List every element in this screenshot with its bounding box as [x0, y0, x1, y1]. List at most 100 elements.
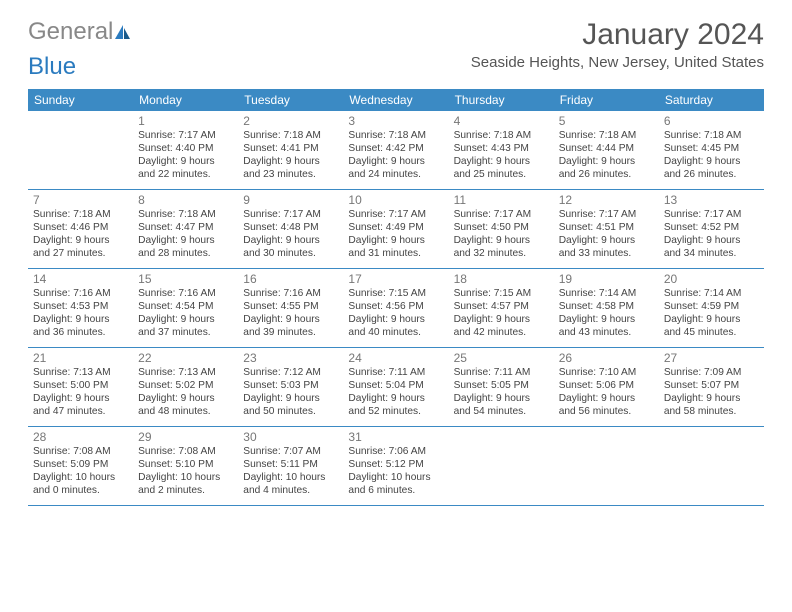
- day-info: Sunrise: 7:07 AMSunset: 5:11 PMDaylight:…: [243, 445, 338, 497]
- sunrise: Sunrise: 7:17 AM: [138, 129, 233, 142]
- sunrise: Sunrise: 7:17 AM: [243, 208, 338, 221]
- day-info: Sunrise: 7:18 AMSunset: 4:43 PMDaylight:…: [454, 129, 549, 181]
- daylight-2: and 26 minutes.: [559, 168, 654, 181]
- day-cell: 20Sunrise: 7:14 AMSunset: 4:59 PMDayligh…: [659, 269, 764, 347]
- sunset: Sunset: 5:11 PM: [243, 458, 338, 471]
- day-number: 13: [664, 193, 759, 207]
- dayheader-thu: Thursday: [449, 89, 554, 111]
- daylight-1: Daylight: 9 hours: [348, 234, 443, 247]
- sunset: Sunset: 5:04 PM: [348, 379, 443, 392]
- location: Seaside Heights, New Jersey, United Stat…: [471, 54, 764, 71]
- sunrise: Sunrise: 7:17 AM: [454, 208, 549, 221]
- daylight-1: Daylight: 9 hours: [348, 392, 443, 405]
- day-number: 22: [138, 351, 233, 365]
- dayheader-tue: Tuesday: [238, 89, 343, 111]
- daylight-1: Daylight: 9 hours: [664, 392, 759, 405]
- logo-text-2: Blue: [28, 53, 76, 81]
- day-info: Sunrise: 7:17 AMSunset: 4:48 PMDaylight:…: [243, 208, 338, 260]
- sunrise: Sunrise: 7:09 AM: [664, 366, 759, 379]
- day-number: 5: [559, 114, 654, 128]
- sunrise: Sunrise: 7:11 AM: [454, 366, 549, 379]
- logo-text-1: General: [28, 18, 113, 46]
- day-number: 31: [348, 430, 443, 444]
- daylight-2: and 40 minutes.: [348, 326, 443, 339]
- sunrise: Sunrise: 7:12 AM: [243, 366, 338, 379]
- sunrise: Sunrise: 7:07 AM: [243, 445, 338, 458]
- daylight-2: and 39 minutes.: [243, 326, 338, 339]
- day-cell: 17Sunrise: 7:15 AMSunset: 4:56 PMDayligh…: [343, 269, 448, 347]
- day-number: 20: [664, 272, 759, 286]
- day-info: Sunrise: 7:08 AMSunset: 5:09 PMDaylight:…: [33, 445, 128, 497]
- day-cell: [28, 111, 133, 189]
- daylight-2: and 50 minutes.: [243, 405, 338, 418]
- sunset: Sunset: 4:58 PM: [559, 300, 654, 313]
- sunrise: Sunrise: 7:10 AM: [559, 366, 654, 379]
- day-number: 29: [138, 430, 233, 444]
- week-row: 28Sunrise: 7:08 AMSunset: 5:09 PMDayligh…: [28, 427, 764, 506]
- sunset: Sunset: 4:55 PM: [243, 300, 338, 313]
- logo-sail-icon: [113, 23, 133, 41]
- daylight-1: Daylight: 9 hours: [454, 234, 549, 247]
- day-info: Sunrise: 7:18 AMSunset: 4:42 PMDaylight:…: [348, 129, 443, 181]
- daylight-2: and 58 minutes.: [664, 405, 759, 418]
- daylight-2: and 24 minutes.: [348, 168, 443, 181]
- day-cell: 1Sunrise: 7:17 AMSunset: 4:40 PMDaylight…: [133, 111, 238, 189]
- daylight-1: Daylight: 10 hours: [243, 471, 338, 484]
- sunrise: Sunrise: 7:13 AM: [33, 366, 128, 379]
- day-cell: [449, 427, 554, 505]
- daylight-2: and 56 minutes.: [559, 405, 654, 418]
- day-info: Sunrise: 7:18 AMSunset: 4:44 PMDaylight:…: [559, 129, 654, 181]
- daylight-1: Daylight: 9 hours: [454, 313, 549, 326]
- sunset: Sunset: 4:47 PM: [138, 221, 233, 234]
- sunset: Sunset: 5:02 PM: [138, 379, 233, 392]
- daylight-2: and 31 minutes.: [348, 247, 443, 260]
- sunrise: Sunrise: 7:15 AM: [454, 287, 549, 300]
- sunset: Sunset: 4:56 PM: [348, 300, 443, 313]
- day-number: 26: [559, 351, 654, 365]
- daylight-2: and 0 minutes.: [33, 484, 128, 497]
- day-info: Sunrise: 7:12 AMSunset: 5:03 PMDaylight:…: [243, 366, 338, 418]
- day-cell: 6Sunrise: 7:18 AMSunset: 4:45 PMDaylight…: [659, 111, 764, 189]
- day-info: Sunrise: 7:13 AMSunset: 5:00 PMDaylight:…: [33, 366, 128, 418]
- daylight-1: Daylight: 9 hours: [664, 234, 759, 247]
- day-cell: [659, 427, 764, 505]
- sunset: Sunset: 4:53 PM: [33, 300, 128, 313]
- daylight-1: Daylight: 9 hours: [138, 392, 233, 405]
- daylight-2: and 2 minutes.: [138, 484, 233, 497]
- day-number: 23: [243, 351, 338, 365]
- daylight-2: and 33 minutes.: [559, 247, 654, 260]
- day-number: 19: [559, 272, 654, 286]
- day-number: 18: [454, 272, 549, 286]
- day-cell: 12Sunrise: 7:17 AMSunset: 4:51 PMDayligh…: [554, 190, 659, 268]
- sunrise: Sunrise: 7:18 AM: [664, 129, 759, 142]
- sunset: Sunset: 4:41 PM: [243, 142, 338, 155]
- day-number: 7: [33, 193, 128, 207]
- day-info: Sunrise: 7:09 AMSunset: 5:07 PMDaylight:…: [664, 366, 759, 418]
- day-cell: 19Sunrise: 7:14 AMSunset: 4:58 PMDayligh…: [554, 269, 659, 347]
- day-cell: 18Sunrise: 7:15 AMSunset: 4:57 PMDayligh…: [449, 269, 554, 347]
- week-row: 14Sunrise: 7:16 AMSunset: 4:53 PMDayligh…: [28, 269, 764, 348]
- day-info: Sunrise: 7:17 AMSunset: 4:52 PMDaylight:…: [664, 208, 759, 260]
- day-info: Sunrise: 7:16 AMSunset: 4:54 PMDaylight:…: [138, 287, 233, 339]
- day-info: Sunrise: 7:16 AMSunset: 4:55 PMDaylight:…: [243, 287, 338, 339]
- sunrise: Sunrise: 7:18 AM: [243, 129, 338, 142]
- sunrise: Sunrise: 7:18 AM: [348, 129, 443, 142]
- daylight-2: and 32 minutes.: [454, 247, 549, 260]
- daylight-2: and 4 minutes.: [243, 484, 338, 497]
- day-cell: 25Sunrise: 7:11 AMSunset: 5:05 PMDayligh…: [449, 348, 554, 426]
- sunrise: Sunrise: 7:17 AM: [664, 208, 759, 221]
- sunset: Sunset: 5:00 PM: [33, 379, 128, 392]
- dayheader-mon: Monday: [133, 89, 238, 111]
- day-info: Sunrise: 7:15 AMSunset: 4:57 PMDaylight:…: [454, 287, 549, 339]
- daylight-1: Daylight: 9 hours: [138, 155, 233, 168]
- day-info: Sunrise: 7:11 AMSunset: 5:04 PMDaylight:…: [348, 366, 443, 418]
- day-info: Sunrise: 7:06 AMSunset: 5:12 PMDaylight:…: [348, 445, 443, 497]
- daylight-1: Daylight: 9 hours: [454, 155, 549, 168]
- day-number: 17: [348, 272, 443, 286]
- sunset: Sunset: 4:45 PM: [664, 142, 759, 155]
- day-number: 9: [243, 193, 338, 207]
- sunset: Sunset: 4:50 PM: [454, 221, 549, 234]
- daylight-1: Daylight: 9 hours: [33, 234, 128, 247]
- day-info: Sunrise: 7:18 AMSunset: 4:41 PMDaylight:…: [243, 129, 338, 181]
- sunset: Sunset: 4:49 PM: [348, 221, 443, 234]
